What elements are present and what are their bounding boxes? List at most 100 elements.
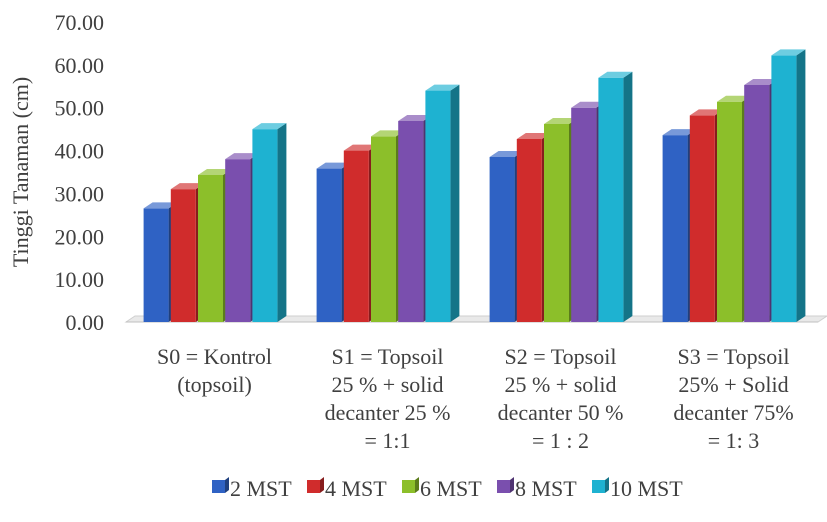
- legend-swatch-side: [605, 477, 609, 493]
- x-category-label: S3 = Topsoil 25% + Solid decanter 75% = 1: …: [673, 344, 793, 453]
- legend-swatch: [307, 480, 320, 493]
- x-category-line: 25 % + solid: [331, 372, 443, 397]
- bar-top: [544, 118, 578, 124]
- bar-top: [516, 133, 551, 139]
- x-category-line: S2 = Topsoil: [505, 344, 617, 369]
- x-category-label: S2 = Topsoil 25 % + solid decanter 50 % = 1…: [498, 344, 624, 453]
- bar-front: [689, 115, 715, 322]
- y-tick-label: 50.00: [55, 96, 105, 121]
- bar-side: [623, 71, 633, 322]
- y-tick-label: 40.00: [55, 139, 105, 164]
- x-category-line: S3 = Topsoil: [678, 344, 790, 369]
- bar-top: [717, 95, 751, 102]
- bar-top: [371, 130, 405, 137]
- bar-top: [143, 202, 178, 209]
- x-category-line: decanter 50 %: [498, 400, 624, 425]
- legend-swatch-side: [415, 477, 419, 493]
- bar-front: [489, 157, 515, 322]
- x-category-line: decanter 25 %: [325, 400, 451, 425]
- bar-front: [598, 77, 624, 322]
- y-tick-label: 0.00: [66, 310, 105, 335]
- legend-label: 4 MST: [325, 476, 387, 501]
- bar-front: [252, 129, 278, 322]
- bar-front: [398, 121, 424, 322]
- bar-front: [343, 150, 369, 322]
- bar-front: [516, 139, 542, 322]
- legend-swatch-side: [225, 477, 229, 493]
- bar-top: [571, 101, 606, 108]
- bar-top: [598, 71, 633, 78]
- bar-front: [744, 85, 770, 322]
- x-category-line: = 1:1: [364, 428, 410, 453]
- bar: [425, 84, 460, 322]
- y-tick-label: 10.00: [55, 267, 105, 292]
- bar-front: [425, 90, 451, 322]
- bar: [252, 123, 287, 323]
- x-category-line: = 1: 3: [708, 428, 760, 453]
- legend-label: 10 MST: [610, 476, 683, 501]
- x-category-line: 25 % + solid: [504, 372, 616, 397]
- legend-item: 8 MST: [497, 476, 577, 501]
- bar-front: [225, 159, 251, 322]
- y-axis-label: Tinggi Tanaman (cm): [8, 77, 33, 267]
- bar-side: [450, 84, 460, 322]
- bar-side: [277, 123, 287, 323]
- legend-item: 2 MST: [212, 476, 292, 501]
- legend-swatch: [212, 480, 225, 493]
- bar-top: [689, 109, 724, 116]
- legend-swatch-side: [510, 477, 514, 493]
- bar-top: [771, 49, 806, 56]
- bar-top: [662, 129, 697, 136]
- legend-swatch-side: [320, 477, 324, 493]
- y-tick-label: 20.00: [55, 224, 105, 249]
- x-category-line: decanter 75%: [673, 400, 793, 425]
- bar-front: [170, 189, 196, 322]
- bar-front: [371, 136, 396, 322]
- bar-front: [717, 101, 742, 322]
- bar-front: [662, 135, 688, 322]
- y-tick-label: 70.00: [55, 10, 105, 35]
- bar-top: [252, 123, 287, 130]
- y-tick-label: 60.00: [55, 53, 105, 78]
- bar-front: [143, 208, 169, 322]
- legend-label: 2 MST: [230, 476, 292, 501]
- category-labels: S0 = Kontrol (topsoil) S1 = Topsoil 25 % + …: [157, 344, 794, 453]
- y-axis-ticks: 0.00 10.00 20.00 30.00 40.00 50.00 60.00 70.00: [55, 10, 105, 335]
- legend-label: 8 MST: [515, 476, 577, 501]
- x-category-line: (topsoil): [177, 372, 252, 397]
- legend-swatch: [592, 480, 605, 493]
- x-category-label: S0 = Kontrol (topsoil): [157, 344, 272, 397]
- bar-side: [796, 49, 806, 323]
- legend-label: 6 MST: [420, 476, 482, 501]
- y-tick-label: 30.00: [55, 181, 105, 206]
- bar-top: [198, 169, 232, 175]
- legend-item: 4 MST: [307, 476, 387, 501]
- legend-swatch: [402, 480, 415, 493]
- x-category-line: = 1 : 2: [532, 428, 589, 453]
- bar-top: [425, 84, 460, 91]
- bar-front: [571, 107, 597, 322]
- bar-front: [316, 168, 342, 322]
- bars: [143, 49, 806, 323]
- bar-top: [343, 144, 378, 151]
- legend-item: 10 MST: [592, 476, 683, 501]
- legend: 2 MST 4 MST 6 MST 8 MST 10 MST: [212, 476, 683, 501]
- x-category-line: S1 = Topsoil: [332, 344, 444, 369]
- x-category-label: S1 = Topsoil 25 % + solid decanter 25 % = 1…: [325, 344, 451, 453]
- bar-front: [771, 55, 797, 323]
- bar-front: [198, 175, 223, 322]
- bar-top: [744, 79, 779, 85]
- bar-top: [489, 151, 524, 157]
- bar: [771, 49, 806, 323]
- bar-top: [316, 162, 351, 169]
- bar-top: [225, 153, 260, 160]
- bar: [598, 71, 633, 322]
- legend-item: 6 MST: [402, 476, 482, 501]
- bar-top: [398, 115, 433, 121]
- x-category-line: S0 = Kontrol: [157, 344, 272, 369]
- legend-swatch: [497, 480, 510, 493]
- bar-top: [170, 183, 205, 190]
- bar-front: [544, 124, 569, 322]
